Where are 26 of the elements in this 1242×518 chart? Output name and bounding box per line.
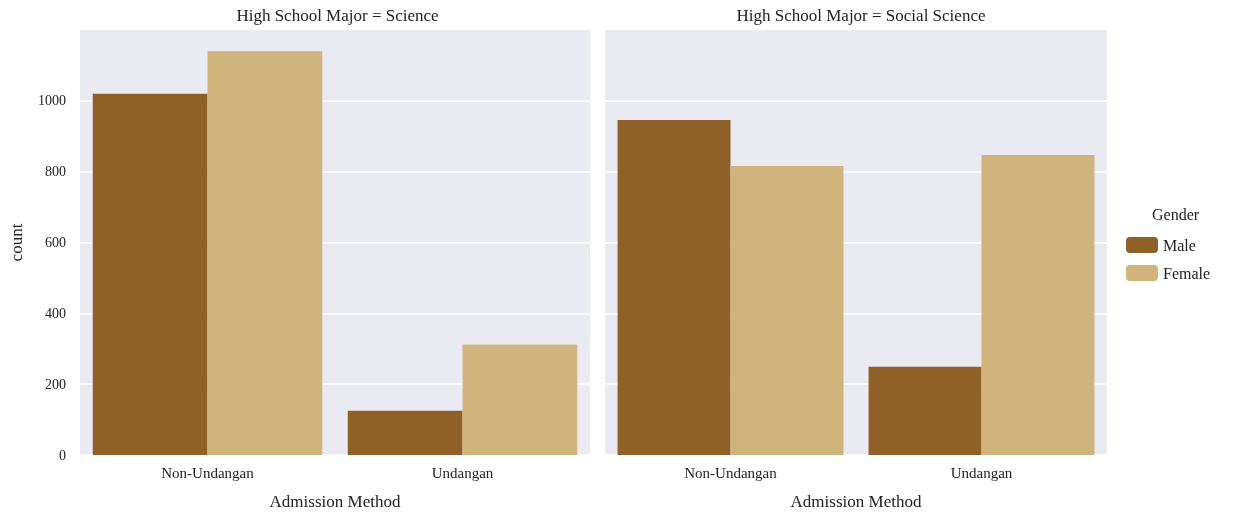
bar xyxy=(617,119,731,455)
x-axis-title: Admission Method xyxy=(269,492,401,511)
bar xyxy=(347,410,463,455)
y-tick-label: 200 xyxy=(45,376,66,392)
y-tick-label: 1000 xyxy=(38,93,66,109)
x-axis-title: Admission Method xyxy=(790,492,922,511)
chart-title: High School Major = Science xyxy=(236,6,439,25)
x-tick-label: Undangan xyxy=(431,464,494,481)
y-axis-title: count xyxy=(7,223,26,262)
y-tick-label: 400 xyxy=(45,305,66,321)
bar xyxy=(207,51,323,455)
bar xyxy=(92,93,208,455)
y-tick-label: 0 xyxy=(59,447,66,463)
chart-title: High School Major = Social Science xyxy=(736,6,986,25)
bar xyxy=(462,344,578,455)
legend-label: Female xyxy=(1163,264,1211,282)
x-tick-label: Non-Undangan xyxy=(161,464,255,481)
bar xyxy=(981,155,1095,455)
legend-title: Gender xyxy=(1152,205,1200,223)
bar xyxy=(868,366,982,455)
legend-label: Male xyxy=(1163,236,1196,254)
x-tick-label: Undangan xyxy=(950,464,1013,481)
y-tick-label: 800 xyxy=(45,164,66,180)
x-tick-label: Non-Undangan xyxy=(684,464,778,481)
bar xyxy=(730,166,844,455)
y-tick-label: 600 xyxy=(45,235,66,250)
